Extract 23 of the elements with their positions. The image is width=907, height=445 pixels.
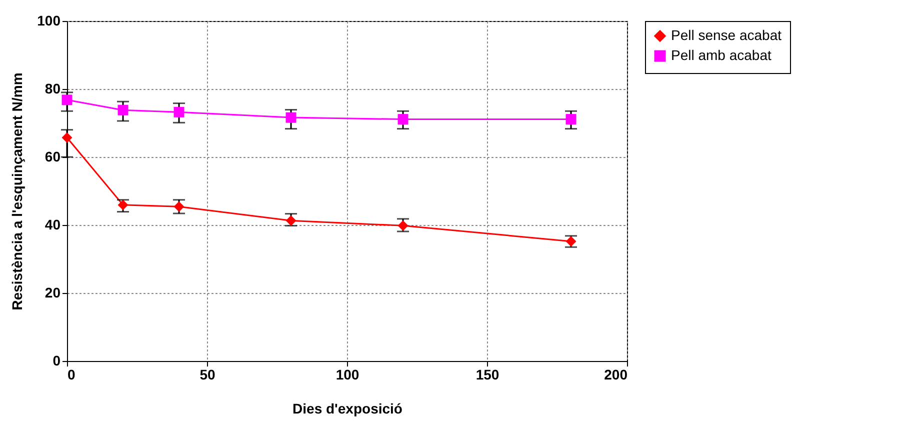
x-tick-label: 150 [476,366,500,382]
x-tick-label: 50 [200,366,216,382]
y-tick-label: 20 [44,284,61,300]
legend-label: Pell sense acabat [671,27,782,43]
x-tick-label: 200 [604,366,628,382]
point [174,106,184,118]
point [566,114,576,125]
x-axis-title: Dies d'exposició [292,400,402,416]
point [62,132,72,143]
y-tick-label: 40 [44,216,61,232]
legend-label: Pell amb acabat [671,47,772,63]
y-tick-label: 60 [44,148,61,164]
y-tick-label: 100 [37,12,61,28]
point [62,94,72,106]
x-tick-label: 0 [68,366,76,382]
point [286,112,296,123]
point [398,114,408,125]
point [118,104,128,116]
y-axis-title: Resistència a l'esquinçament N/mm [9,72,26,310]
y-tick-label: 80 [44,80,61,96]
x-tick-label: 100 [336,366,360,382]
y-tick-label: 0 [52,352,61,368]
point [174,201,184,212]
